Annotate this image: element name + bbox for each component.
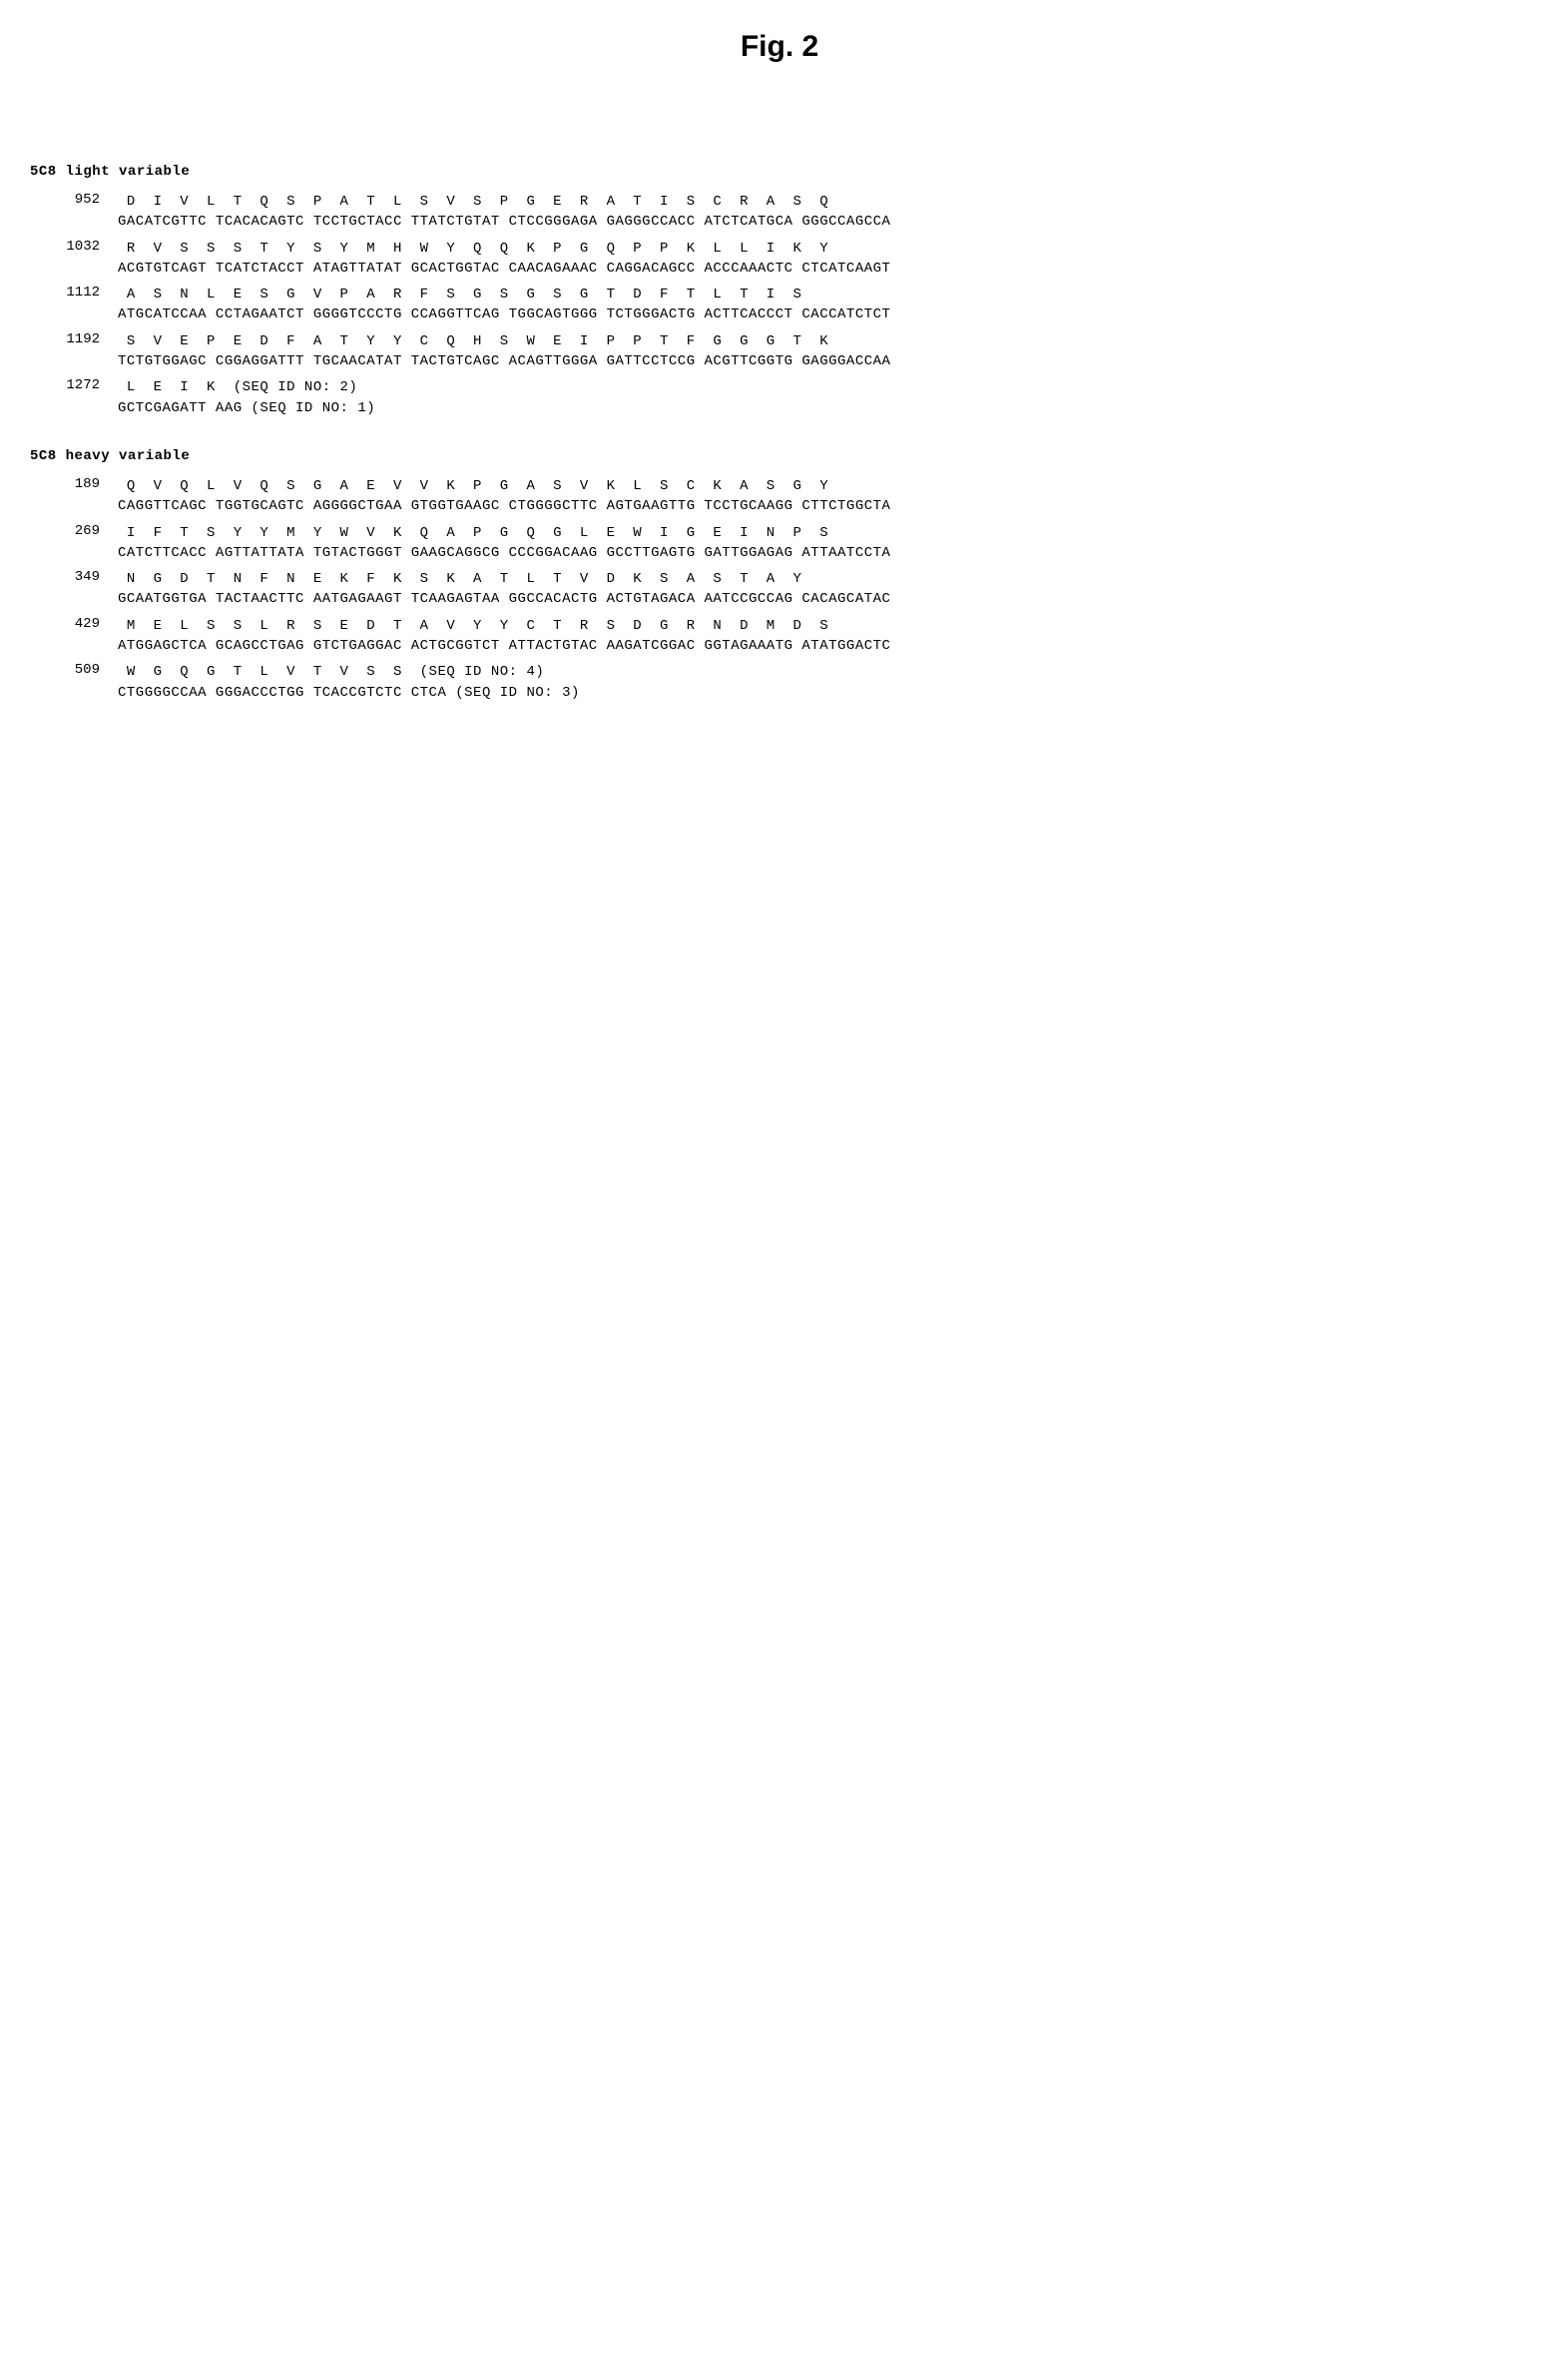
light-rows: R V S S S T Y S Y M H W Y Q Q K P G Q P … bbox=[118, 239, 890, 280]
heavy-aa-row: M E L S S L R S E D T A V Y Y C T R S D … bbox=[118, 616, 890, 636]
heavy-rows: M E L S S L R S E D T A V Y Y C T R S D … bbox=[118, 616, 890, 657]
light-pos: 1112 bbox=[30, 285, 118, 300]
heavy-aa-row: N G D T N F N E K F K S K A T L T V D K … bbox=[118, 569, 890, 589]
light-pos: 1272 bbox=[30, 377, 118, 393]
heavy-nt-row: CAGGTTCAGC TGGTGCAGTC AGGGGCTGAA GTGGTGA… bbox=[118, 496, 890, 516]
light-rows: A S N L E S G V P A R F S G S G S G T D … bbox=[118, 285, 890, 325]
heavy-rows: 189 Q V Q L V Q S G A E V V K P G A S V … bbox=[30, 476, 1529, 703]
light-aa-row: R V S S S T Y S Y M H W Y Q Q K P G Q P … bbox=[118, 239, 890, 259]
light-aa-row: L E I K (SEQ ID NO: 2) bbox=[118, 377, 375, 397]
heavy-nt-row: ATGGAGCTCA GCAGCCTGAG GTCTGAGGAC ACTGCGG… bbox=[118, 636, 890, 656]
light-rows: D I V L T Q S P A T L S V S P G E R A T … bbox=[118, 192, 890, 233]
light-block: 1032 R V S S S T Y S Y M H W Y Q Q K P G… bbox=[30, 239, 1529, 280]
heavy-nt-row: CATCTTCACC AGTTATTATA TGTACTGGGT GAAGCAG… bbox=[118, 543, 890, 563]
light-section: 5C8 light variable 952 D I V L T Q S P A… bbox=[30, 164, 1529, 418]
light-header: 5C8 light variable bbox=[30, 164, 1529, 180]
figure-title: Fig. 2 bbox=[30, 30, 1529, 64]
light-rows: S V E P E D F A T Y Y C Q H S W E I P P … bbox=[118, 331, 890, 372]
light-pos: 1032 bbox=[30, 239, 118, 255]
light-rows: L E I K (SEQ ID NO: 2)GCTCGAGATT AAG (SE… bbox=[118, 377, 375, 418]
light-block: 1112 A S N L E S G V P A R F S G S G S G… bbox=[30, 285, 1529, 325]
heavy-pos: 349 bbox=[30, 569, 118, 585]
heavy-aa-row: Q V Q L V Q S G A E V V K P G A S V K L … bbox=[118, 476, 890, 496]
heavy-aa-row: I F T S Y Y M Y W V K Q A P G Q G L E W … bbox=[118, 523, 890, 543]
light-nt-row: TCTGTGGAGC CGGAGGATTT TGCAACATAT TACTGTC… bbox=[118, 351, 890, 371]
light-aa-row: A S N L E S G V P A R F S G S G S G T D … bbox=[118, 285, 890, 304]
heavy-aa-row: W G Q G T L V T V S S (SEQ ID NO: 4) bbox=[118, 662, 580, 682]
light-block: 1272 L E I K (SEQ ID NO: 2)GCTCGAGATT AA… bbox=[30, 377, 1529, 418]
heavy-rows: I F T S Y Y M Y W V K Q A P G Q G L E W … bbox=[118, 523, 890, 564]
heavy-block: 429 M E L S S L R S E D T A V Y Y C T R … bbox=[30, 616, 1529, 657]
light-block: 952 D I V L T Q S P A T L S V S P G E R … bbox=[30, 192, 1529, 233]
light-nt-row: GACATCGTTC TCACACAGTC TCCTGCTACC TTATCTG… bbox=[118, 212, 890, 232]
light-pos: 1192 bbox=[30, 331, 118, 347]
heavy-pos: 509 bbox=[30, 662, 118, 678]
heavy-pos: 189 bbox=[30, 476, 118, 492]
light-nt-row: ACGTGTCAGT TCATCTACCT ATAGTTATAT GCACTGG… bbox=[118, 259, 890, 279]
light-pos: 952 bbox=[30, 192, 118, 208]
heavy-rows: N G D T N F N E K F K S K A T L T V D K … bbox=[118, 569, 890, 610]
heavy-rows: Q V Q L V Q S G A E V V K P G A S V K L … bbox=[118, 476, 890, 517]
heavy-block: 189 Q V Q L V Q S G A E V V K P G A S V … bbox=[30, 476, 1529, 517]
light-nt-row: GCTCGAGATT AAG (SEQ ID NO: 1) bbox=[118, 398, 375, 418]
heavy-section: 5C8 heavy variable 189 Q V Q L V Q S G A… bbox=[30, 448, 1529, 703]
heavy-rows: W G Q G T L V T V S S (SEQ ID NO: 4)CTGG… bbox=[118, 662, 580, 703]
light-aa-row: D I V L T Q S P A T L S V S P G E R A T … bbox=[118, 192, 890, 212]
heavy-header: 5C8 heavy variable bbox=[30, 448, 1529, 464]
heavy-block: 269 I F T S Y Y M Y W V K Q A P G Q G L … bbox=[30, 523, 1529, 564]
heavy-nt-row: CTGGGGCCAA GGGACCCTGG TCACCGTCTC CTCA (S… bbox=[118, 683, 580, 703]
light-block: 1192 S V E P E D F A T Y Y C Q H S W E I… bbox=[30, 331, 1529, 372]
heavy-pos: 429 bbox=[30, 616, 118, 632]
heavy-block: 509 W G Q G T L V T V S S (SEQ ID NO: 4)… bbox=[30, 662, 1529, 703]
heavy-block: 349 N G D T N F N E K F K S K A T L T V … bbox=[30, 569, 1529, 610]
light-nt-row: ATGCATCCAA CCTAGAATCT GGGGTCCCTG CCAGGTT… bbox=[118, 304, 890, 324]
light-rows: 952 D I V L T Q S P A T L S V S P G E R … bbox=[30, 192, 1529, 418]
heavy-pos: 269 bbox=[30, 523, 118, 539]
heavy-nt-row: GCAATGGTGA TACTAACTTC AATGAGAAGT TCAAGAG… bbox=[118, 589, 890, 609]
light-aa-row: S V E P E D F A T Y Y C Q H S W E I P P … bbox=[118, 331, 890, 351]
